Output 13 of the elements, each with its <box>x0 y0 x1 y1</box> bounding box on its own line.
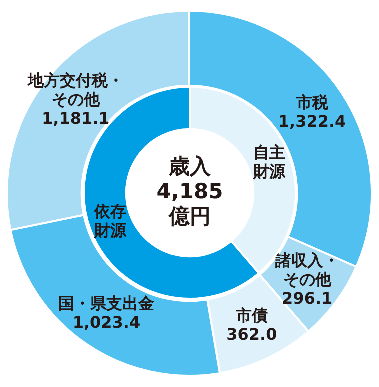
data-label: 1,322.4 <box>278 112 346 132</box>
slice-label: 自主財源 <box>252 143 287 182</box>
slice-label: 市税 <box>295 93 330 112</box>
data-label: 362.0 <box>226 324 278 344</box>
slice-label: 地方交付税・その他 <box>26 71 124 110</box>
slice-label: 諸収入・その他 <box>274 250 340 289</box>
data-label: 1,181.1 <box>42 109 110 128</box>
data-label: 1,023.4 <box>72 313 141 332</box>
slice-label: 依存財源 <box>93 202 128 240</box>
text: 歳入 4,185 億円 <box>156 154 224 228</box>
slice-label: 国・県支出金 <box>58 294 155 314</box>
data-label: 296.1 <box>282 288 333 308</box>
slice-label: 市債 <box>234 306 268 325</box>
